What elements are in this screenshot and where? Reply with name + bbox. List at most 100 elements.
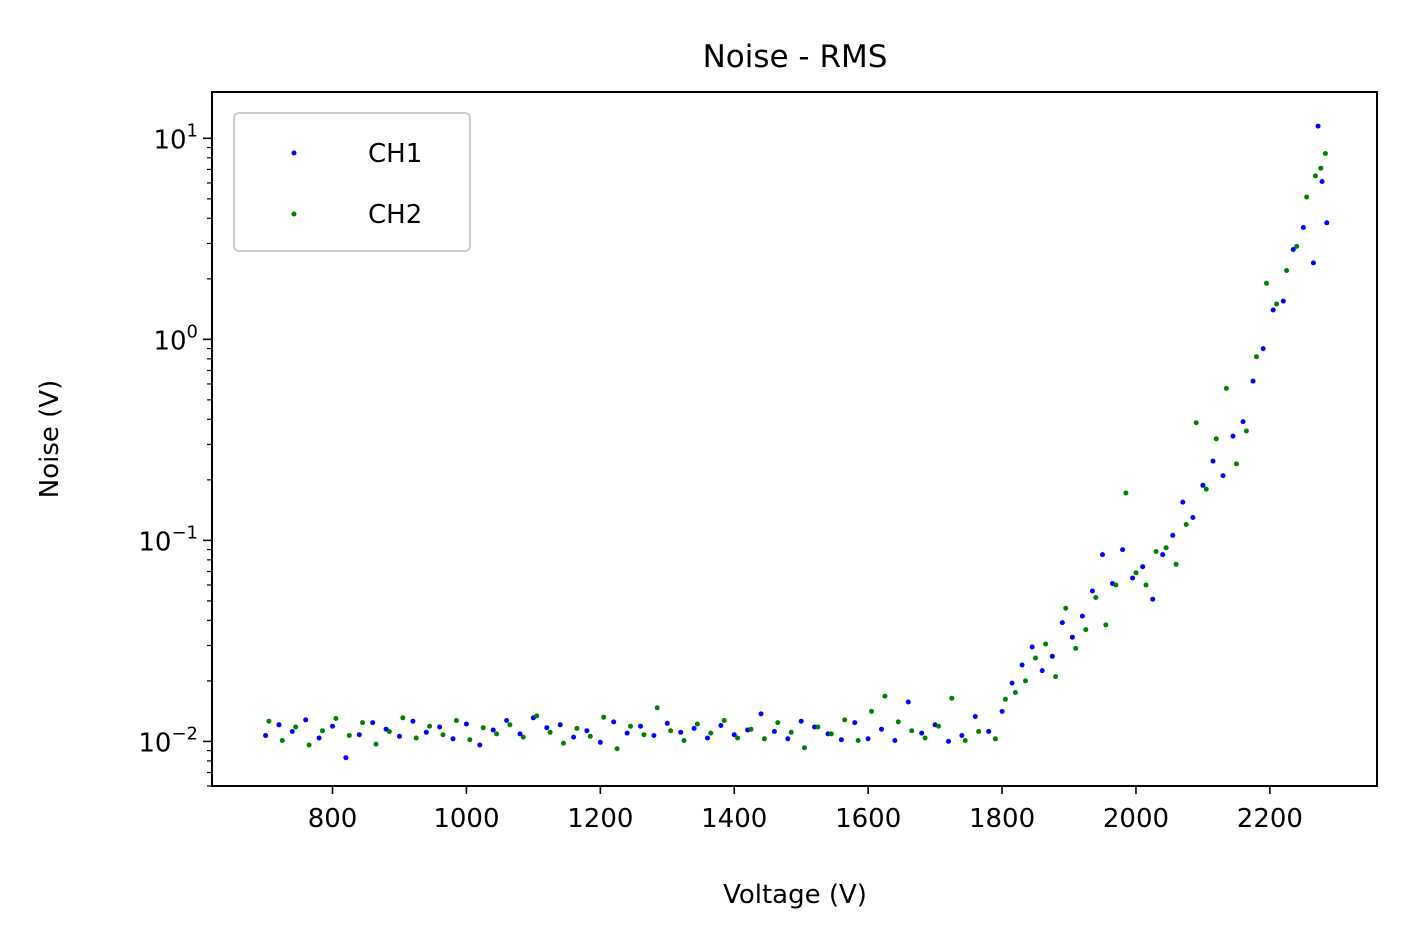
data-point	[1304, 194, 1310, 200]
data-point	[1033, 655, 1038, 661]
data-point	[1079, 613, 1085, 619]
data-point	[1103, 622, 1109, 628]
data-point	[1322, 151, 1328, 156]
data-point	[771, 729, 777, 734]
data-point	[423, 729, 429, 735]
data-point	[534, 713, 540, 719]
data-point	[895, 719, 901, 725]
data-point	[1180, 499, 1186, 505]
data-point	[1049, 653, 1055, 659]
data-point	[705, 735, 710, 741]
x-tick-label: 1000	[433, 804, 499, 834]
plot-area-frame	[211, 91, 1378, 787]
data-point	[1264, 280, 1269, 286]
data-point	[828, 731, 834, 737]
data-point	[1163, 545, 1169, 551]
data-point	[922, 735, 928, 741]
data-point	[992, 736, 998, 742]
data-point	[1019, 662, 1025, 668]
data-point	[1243, 428, 1249, 434]
data-point	[842, 717, 848, 723]
data-point	[1170, 532, 1176, 538]
data-point	[664, 720, 670, 726]
data-point	[1063, 605, 1069, 611]
data-point	[946, 738, 951, 744]
data-point	[544, 725, 550, 731]
x-tick-label: 1400	[701, 804, 767, 834]
series-ch1	[263, 123, 1330, 761]
y-tick-label: 10−2	[138, 723, 198, 758]
data-point	[654, 705, 660, 711]
data-point	[316, 735, 322, 741]
data-point	[1284, 268, 1290, 273]
x-tick-label: 800	[308, 804, 358, 834]
data-point	[571, 734, 577, 740]
data-point	[427, 723, 433, 729]
legend-label-ch2: CH2	[368, 200, 422, 230]
data-point	[1100, 552, 1105, 558]
data-point	[561, 740, 566, 746]
x-tick-label: 1600	[835, 804, 901, 834]
data-point	[306, 742, 312, 748]
data-point	[1319, 179, 1325, 184]
data-point	[1300, 225, 1306, 230]
data-point	[1294, 243, 1300, 249]
data-point	[788, 729, 794, 735]
data-point	[1213, 436, 1219, 442]
data-point	[1002, 696, 1008, 702]
data-point	[293, 724, 299, 730]
data-point	[1153, 549, 1159, 554]
data-point	[1200, 482, 1206, 488]
data-point	[641, 732, 647, 738]
data-point	[758, 711, 764, 717]
data-point	[962, 738, 968, 743]
data-point	[691, 725, 697, 731]
data-point	[601, 714, 607, 720]
data-point	[708, 730, 714, 736]
data-point	[761, 736, 767, 742]
data-point	[477, 742, 483, 748]
data-point	[1223, 385, 1229, 391]
data-point	[1053, 674, 1059, 680]
data-point	[1059, 620, 1065, 626]
scatter-points	[263, 123, 1330, 761]
data-point	[892, 738, 898, 743]
data-point	[490, 727, 496, 733]
data-point	[574, 725, 580, 731]
data-point	[547, 729, 553, 735]
data-point	[869, 708, 874, 714]
data-point	[999, 708, 1005, 714]
data-point	[1324, 220, 1330, 226]
data-point	[463, 721, 469, 727]
data-point	[1310, 260, 1316, 266]
data-point	[1133, 570, 1139, 576]
data-point	[731, 732, 737, 738]
data-point	[320, 728, 325, 734]
data-point	[718, 723, 724, 728]
data-point	[785, 736, 791, 742]
data-point	[370, 720, 376, 726]
legend-marker-ch2	[291, 211, 297, 217]
data-point	[651, 733, 657, 738]
data-point	[1210, 458, 1216, 464]
data-point	[638, 723, 643, 729]
data-point	[1183, 522, 1189, 527]
data-point	[1123, 490, 1129, 496]
data-point	[721, 718, 727, 723]
data-point	[263, 733, 269, 738]
data-point	[775, 720, 781, 726]
data-point	[1254, 354, 1259, 360]
data-point	[453, 718, 459, 723]
y-tick-label: 10−1	[138, 522, 198, 557]
data-point	[1039, 668, 1045, 674]
series-ch2	[266, 151, 1328, 752]
data-point	[597, 739, 603, 745]
data-point	[1083, 627, 1089, 633]
data-point	[611, 719, 617, 725]
data-point	[557, 722, 563, 728]
data-point	[1043, 641, 1049, 647]
data-point	[1250, 378, 1256, 384]
data-point	[798, 718, 804, 724]
data-point	[266, 718, 272, 724]
